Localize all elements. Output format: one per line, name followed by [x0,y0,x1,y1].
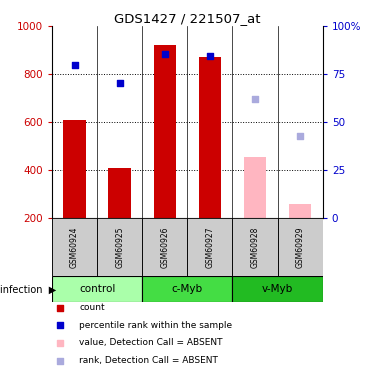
Bar [52,218,97,276]
Point [57,340,63,346]
Bar [233,218,278,276]
Text: GSM60924: GSM60924 [70,226,79,268]
Text: rank, Detection Call = ABSENT: rank, Detection Call = ABSENT [79,357,218,366]
Point [57,304,63,310]
Bar [63,120,86,218]
Point [72,62,78,68]
Point [57,322,63,328]
Text: GSM60928: GSM60928 [250,226,260,268]
Bar [289,204,312,218]
Text: v-Myb: v-Myb [262,284,293,294]
Bar [278,218,323,276]
Text: GSM60925: GSM60925 [115,226,124,268]
Text: value, Detection Call = ABSENT: value, Detection Call = ABSENT [79,338,223,347]
Bar [108,168,131,218]
Text: count: count [79,303,105,312]
Text: c-Myb: c-Myb [172,284,203,294]
Point [162,51,168,57]
Bar [154,45,176,218]
Text: infection  ▶: infection ▶ [0,284,57,294]
Bar [187,218,233,276]
Text: GSM60927: GSM60927 [206,226,214,268]
Bar [52,276,142,302]
Title: GDS1427 / 221507_at: GDS1427 / 221507_at [114,12,260,25]
Bar [142,218,187,276]
Point [252,96,258,102]
Bar [142,276,233,302]
Bar [244,157,266,218]
Point [57,358,63,364]
Bar [198,57,221,218]
Point [297,133,303,139]
Text: GSM60929: GSM60929 [296,226,305,268]
Text: percentile rank within the sample: percentile rank within the sample [79,321,232,330]
Point [207,53,213,59]
Bar [233,276,323,302]
Text: GSM60926: GSM60926 [160,226,169,268]
Text: control: control [79,284,115,294]
Bar [97,218,142,276]
Point [117,80,123,86]
